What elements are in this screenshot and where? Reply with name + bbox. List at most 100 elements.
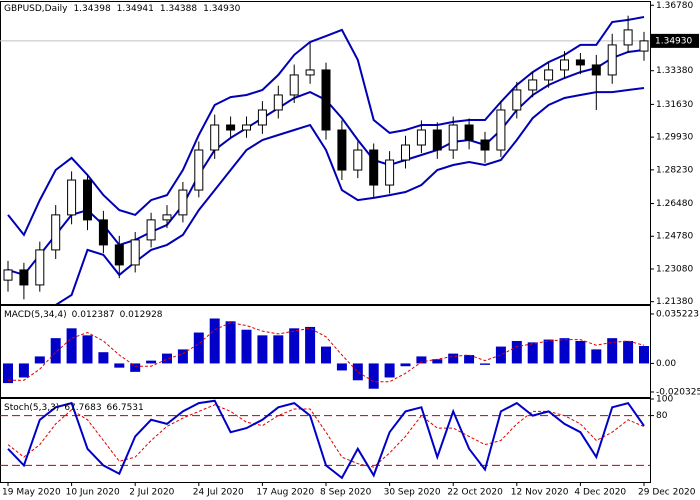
- x-tick-label: 24 Jul 2020: [193, 488, 244, 498]
- candle-body: [560, 59, 569, 71]
- y-tick-label: 1.36780: [656, 1, 693, 11]
- x-tick-label: 12 Nov 2020: [511, 488, 569, 498]
- x-tick-label: 17 Aug 2020: [256, 488, 314, 498]
- candle-body: [289, 74, 299, 96]
- candle-body: [464, 124, 474, 141]
- candle-body: [98, 219, 108, 246]
- candle-body: [194, 149, 204, 191]
- candle-body: [130, 239, 140, 266]
- header-value: 0.012928: [120, 310, 163, 320]
- y-tick-label: 1.26480: [656, 199, 693, 209]
- candle-body: [162, 214, 172, 221]
- y-tick-label: 1.29930: [656, 133, 693, 143]
- macd-bar: [400, 363, 411, 367]
- candle-body: [19, 269, 29, 286]
- band-upper: [7, 16, 645, 237]
- candle-body: [480, 139, 490, 151]
- current-price-box: [651, 33, 699, 48]
- macd-bar: [464, 355, 475, 364]
- y-tick-label: 1.28230: [656, 165, 693, 175]
- y-tick-label: 0.035223: [656, 309, 699, 319]
- macd-bar: [66, 328, 77, 364]
- stoch-main: [7, 399, 645, 480]
- header-value: 1.34941: [117, 4, 154, 14]
- macd-bar: [432, 359, 443, 364]
- macd-bar: [82, 335, 93, 364]
- macd-bar: [289, 328, 300, 364]
- macd-bar: [241, 329, 252, 364]
- candle-body: [639, 40, 649, 52]
- candle-body: [226, 124, 236, 131]
- candle-body: [591, 64, 601, 76]
- macd-bar: [146, 360, 157, 364]
- macd-bar: [34, 356, 45, 364]
- panel-header: MACD(5,34,4) 0.012387 0.012928: [4, 310, 163, 320]
- macd-bar: [98, 352, 109, 364]
- candle-body: [3, 269, 13, 281]
- macd-bar: [193, 332, 204, 364]
- macd-panel-frame: [0, 305, 651, 398]
- candle-body: [575, 59, 585, 66]
- symbol-title: GBPUSD,Daily: [4, 4, 68, 14]
- current-price-label: 1.34930: [655, 36, 692, 46]
- candle-body: [83, 179, 92, 221]
- candle-body: [401, 144, 410, 161]
- macd-bar: [162, 353, 172, 364]
- x-tick-label: 30 Sep 2020: [384, 488, 441, 498]
- macd-bar: [368, 363, 379, 389]
- macd-bar: [18, 363, 29, 378]
- candle-body: [210, 124, 220, 151]
- macd-bar: [607, 338, 618, 364]
- candle-body: [623, 29, 633, 46]
- macd-bar: [321, 346, 331, 364]
- macd-bar: [305, 326, 316, 364]
- macd-bar: [591, 349, 602, 364]
- header-value: 67.7683: [64, 403, 101, 413]
- candle-body: [114, 244, 124, 266]
- candle-body: [257, 109, 267, 126]
- candle-body: [432, 129, 442, 151]
- indicator-name: MACD(5,34,4): [4, 310, 67, 320]
- macd-bar: [639, 346, 649, 364]
- candle-body: [369, 149, 379, 186]
- candle-body: [178, 189, 188, 216]
- header-value: 0.012387: [72, 310, 115, 320]
- x-tick-label: 29 Dec 2020: [638, 488, 696, 498]
- macd-bar: [114, 363, 125, 368]
- macd-plot: [3, 318, 649, 389]
- macd-bar: [543, 339, 554, 364]
- x-tick-label: 22 Oct 2020: [447, 488, 503, 498]
- panel-header: Stoch(5,3,3) 67.7683 66.7531: [4, 403, 144, 413]
- macd-bar: [177, 349, 188, 364]
- candle-body: [448, 124, 458, 151]
- y-tick-label: 1.21380: [656, 297, 693, 307]
- band-lower: [55, 87, 645, 304]
- macd-bar: [336, 363, 347, 371]
- x-tick-label: 19 May 2020: [2, 488, 61, 498]
- macd-bar: [559, 338, 570, 364]
- macd-bar: [273, 335, 284, 364]
- macd-bar: [209, 318, 220, 364]
- macd-bar: [257, 335, 268, 364]
- header-value: 66.7531: [107, 403, 144, 413]
- macd-bar: [352, 363, 363, 381]
- price-panel-frame: [0, 1, 651, 305]
- macd-bar: [511, 340, 522, 364]
- candle-body: [496, 109, 506, 151]
- y-tick-label: 1.24780: [656, 232, 693, 242]
- price-header: GBPUSD,Daily 1.34398 1.34941 1.34388 1.34930: [4, 4, 241, 14]
- x-tick-label: 2 Jul 2020: [129, 488, 174, 498]
- macd-bar: [50, 338, 61, 364]
- y-tick-label: 1.23080: [656, 264, 693, 274]
- candle-body: [321, 69, 331, 131]
- x-tick-label: 8 Sep 2020: [320, 488, 372, 498]
- macd-bar: [416, 356, 427, 364]
- candle-body: [51, 214, 61, 251]
- stoch-plot: [0, 399, 650, 480]
- macd-bar: [575, 340, 586, 364]
- candle-body: [416, 129, 426, 146]
- macd-bar: [623, 340, 634, 364]
